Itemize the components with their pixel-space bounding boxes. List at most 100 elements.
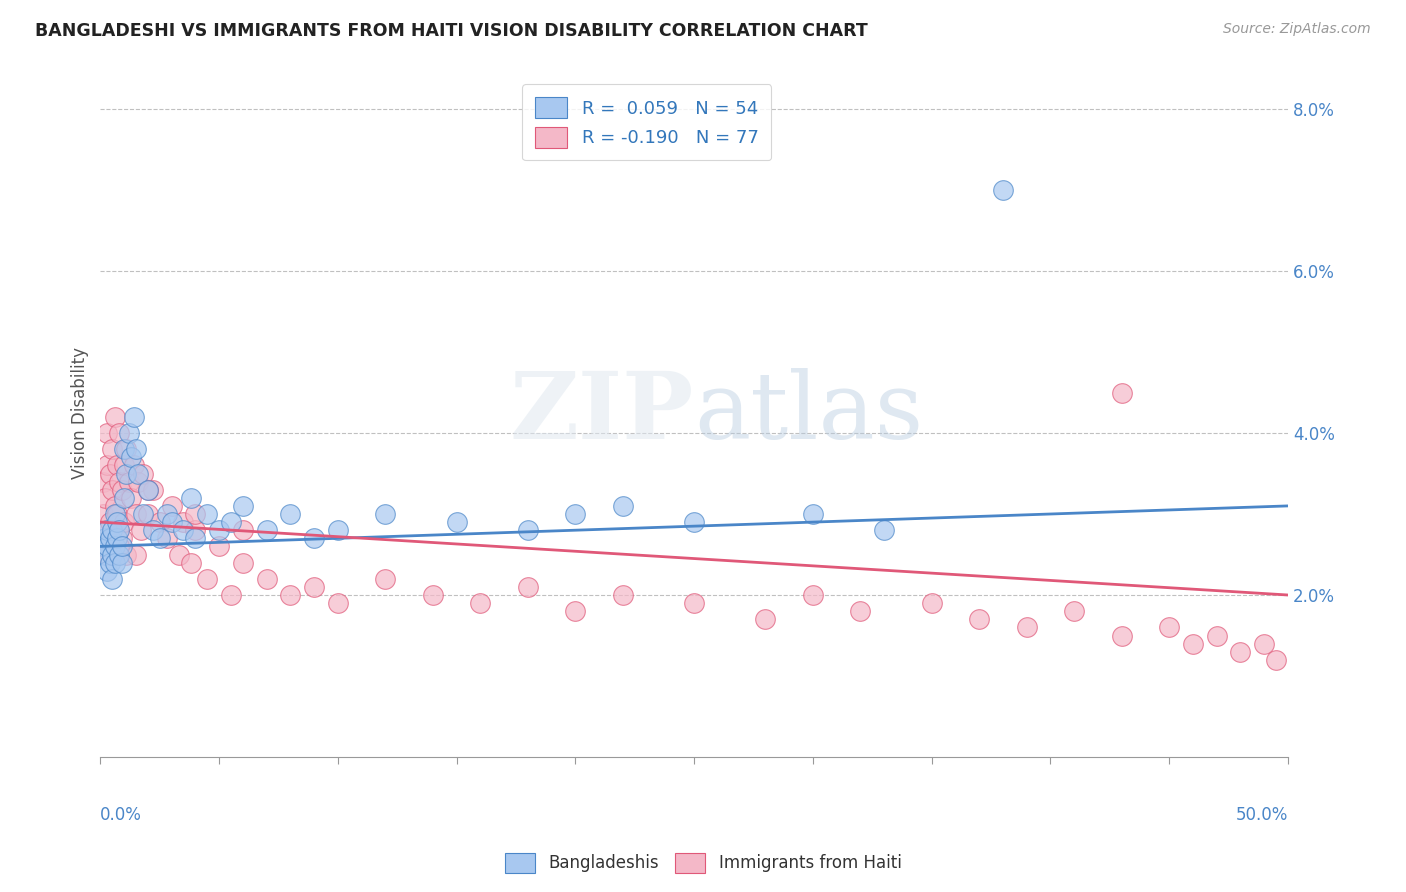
Point [115,548,138,562]
Point [156,531,179,545]
Point [112,442,135,457]
Point [115,467,138,481]
Point [105,507,128,521]
Point [374,572,396,586]
Point [94,531,117,545]
Point [991,183,1014,197]
Point [683,596,706,610]
Point [1159,620,1181,634]
Y-axis label: Vision Disability: Vision Disability [72,347,89,479]
Point [91,540,114,554]
Point [101,531,124,545]
Point [849,604,872,618]
Point [115,442,138,457]
Point [184,531,207,545]
Point [180,491,202,505]
Point [94,548,117,562]
Point [108,425,131,440]
Point [446,515,468,529]
Point [195,507,218,521]
Point [96,523,118,537]
Point [104,540,127,554]
Point [219,588,242,602]
Point [105,515,128,529]
Point [108,523,131,537]
Point [184,523,207,537]
Point [921,596,943,610]
Point [111,483,134,497]
Point [98,531,121,545]
Point [118,475,141,489]
Point [280,507,302,521]
Point [96,540,118,554]
Point [160,499,183,513]
Point [132,467,155,481]
Point [564,507,586,521]
Point [101,483,124,497]
Point [125,548,148,562]
Point [101,548,124,562]
Point [219,515,242,529]
Point [129,523,152,537]
Point [132,507,155,521]
Point [96,548,118,562]
Point [112,458,135,473]
Point [516,523,538,537]
Point [127,475,149,489]
Point [142,483,165,497]
Text: atlas: atlas [695,368,924,458]
Point [118,425,141,440]
Point [98,556,121,570]
Point [111,531,134,545]
Point [256,523,278,537]
Point [1015,620,1038,634]
Point [172,523,194,537]
Point [104,507,127,521]
Point [136,483,159,497]
Point [612,588,634,602]
Point [256,572,278,586]
Point [326,523,349,537]
Point [180,556,202,570]
Point [422,588,444,602]
Point [160,515,183,529]
Point [516,580,538,594]
Point [101,572,124,586]
Point [111,556,134,570]
Legend: R =  0.059   N = 54, R = -0.190   N = 77: R = 0.059 N = 54, R = -0.190 N = 77 [522,85,770,161]
Point [1111,385,1133,400]
Point [801,588,824,602]
Point [96,458,118,473]
Point [1111,628,1133,642]
Point [326,596,349,610]
Point [232,556,254,570]
Point [470,596,492,610]
Point [96,425,118,440]
Point [184,507,207,521]
Point [98,467,121,481]
Point [208,523,231,537]
Point [108,523,131,537]
Point [91,507,114,521]
Point [111,540,134,554]
Point [91,475,114,489]
Point [122,409,145,424]
Point [302,531,325,545]
Point [112,515,135,529]
Point [754,612,776,626]
Text: Source: ZipAtlas.com: Source: ZipAtlas.com [1223,22,1371,37]
Point [1205,628,1227,642]
Point [104,409,127,424]
Point [156,507,179,521]
Point [101,523,124,537]
Point [302,580,325,594]
Point [105,531,128,545]
Text: 0.0%: 0.0% [100,805,142,823]
Point [142,523,165,537]
Point [280,588,302,602]
Point [801,507,824,521]
Point [1181,637,1204,651]
Point [104,548,127,562]
Point [167,548,190,562]
Point [101,442,124,457]
